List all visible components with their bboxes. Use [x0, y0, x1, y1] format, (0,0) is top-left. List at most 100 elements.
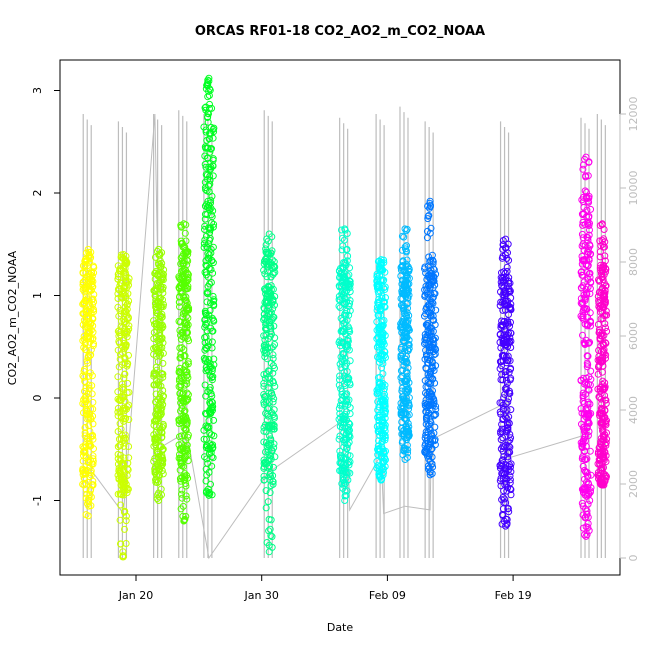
data-point — [401, 268, 409, 275]
data-point — [81, 387, 88, 395]
data-point — [338, 326, 346, 334]
data-point — [506, 476, 514, 484]
data-point — [504, 453, 512, 461]
outlier-point — [182, 512, 190, 520]
data-point — [587, 367, 595, 375]
data-point — [206, 105, 213, 112]
outlier-point — [579, 193, 587, 201]
data-point — [80, 344, 88, 351]
data-point — [578, 268, 586, 276]
data-point — [89, 452, 97, 460]
data-point — [424, 308, 432, 316]
outlier-point — [338, 234, 346, 242]
data-point — [81, 475, 88, 483]
outlier-point — [402, 446, 410, 453]
data-point — [581, 221, 589, 228]
data-point — [431, 321, 439, 329]
data-point — [506, 461, 513, 469]
data-point — [122, 277, 130, 285]
outlier-point — [121, 507, 129, 515]
data-point — [577, 299, 585, 307]
outlier-point — [427, 224, 435, 232]
outlier-point — [402, 248, 410, 256]
data-point — [201, 346, 209, 354]
data-point — [176, 454, 184, 462]
data-point — [176, 327, 184, 334]
y-tick-label: -1 — [31, 495, 44, 506]
data-point — [264, 446, 272, 454]
data-point — [114, 388, 122, 396]
data-point — [398, 372, 406, 380]
data-point — [429, 258, 437, 266]
data-point — [204, 118, 212, 126]
data-point — [584, 339, 592, 347]
outlier-point — [505, 508, 513, 516]
x-tick-label: Feb 09 — [369, 589, 406, 602]
data-point — [204, 254, 212, 262]
outlier-point — [426, 468, 434, 476]
outlier-point — [179, 243, 187, 251]
data-point — [496, 477, 504, 485]
outlier-point — [177, 477, 185, 485]
data-point — [497, 376, 505, 384]
data-point — [114, 443, 122, 451]
data-point — [178, 462, 186, 470]
data-point — [80, 310, 88, 318]
outlier-point — [262, 241, 270, 249]
data-point — [378, 438, 386, 446]
x-tick-label: Jan 30 — [243, 589, 278, 602]
data-point — [339, 469, 347, 477]
data-point — [155, 321, 163, 329]
data-point — [429, 402, 437, 410]
data-point — [208, 104, 216, 112]
data-point — [179, 417, 187, 425]
data-point — [179, 260, 187, 268]
data-point — [339, 290, 347, 298]
data-point — [154, 337, 162, 344]
data-point — [206, 400, 214, 408]
outlier-point — [178, 490, 185, 498]
data-point — [337, 385, 345, 393]
data-point — [583, 352, 591, 360]
outlier-point — [116, 516, 124, 524]
data-point — [156, 422, 163, 430]
data-point — [206, 445, 214, 453]
data-point — [150, 370, 158, 378]
data-point — [89, 431, 97, 439]
data-point — [403, 289, 410, 297]
data-point — [124, 466, 132, 474]
outlier-point — [178, 486, 186, 494]
data-point — [335, 435, 343, 443]
data-point — [157, 303, 165, 310]
data-point — [373, 318, 381, 326]
data-point — [496, 464, 504, 472]
data-point — [496, 365, 504, 373]
data-point — [344, 401, 352, 409]
extreme-low-point — [582, 532, 590, 540]
data-point — [208, 376, 216, 384]
data-point — [90, 264, 98, 271]
y2-tick-label: 4000 — [627, 396, 640, 424]
data-point — [202, 321, 210, 329]
data-point — [201, 307, 209, 315]
data-point — [177, 353, 185, 361]
data-point — [429, 336, 437, 343]
outlier-point — [503, 263, 511, 271]
extreme-high-point — [377, 256, 385, 264]
flight-points-3 — [175, 220, 193, 525]
data-point — [497, 436, 505, 444]
data-point — [209, 125, 217, 133]
extreme-high-point — [265, 230, 273, 238]
data-point — [83, 320, 91, 328]
data-point — [375, 283, 382, 291]
chart-title: ORCAS RF01-18 CO2_AO2_m_CO2_NOAA — [195, 24, 485, 39]
data-point — [121, 359, 129, 367]
outlier-point — [266, 489, 274, 497]
extreme-high-point — [180, 220, 188, 228]
outlier-point — [376, 265, 384, 273]
data-point — [261, 314, 268, 322]
data-point — [403, 431, 411, 439]
data-point — [342, 375, 350, 383]
data-point — [426, 352, 434, 359]
outlier-point — [401, 243, 409, 251]
